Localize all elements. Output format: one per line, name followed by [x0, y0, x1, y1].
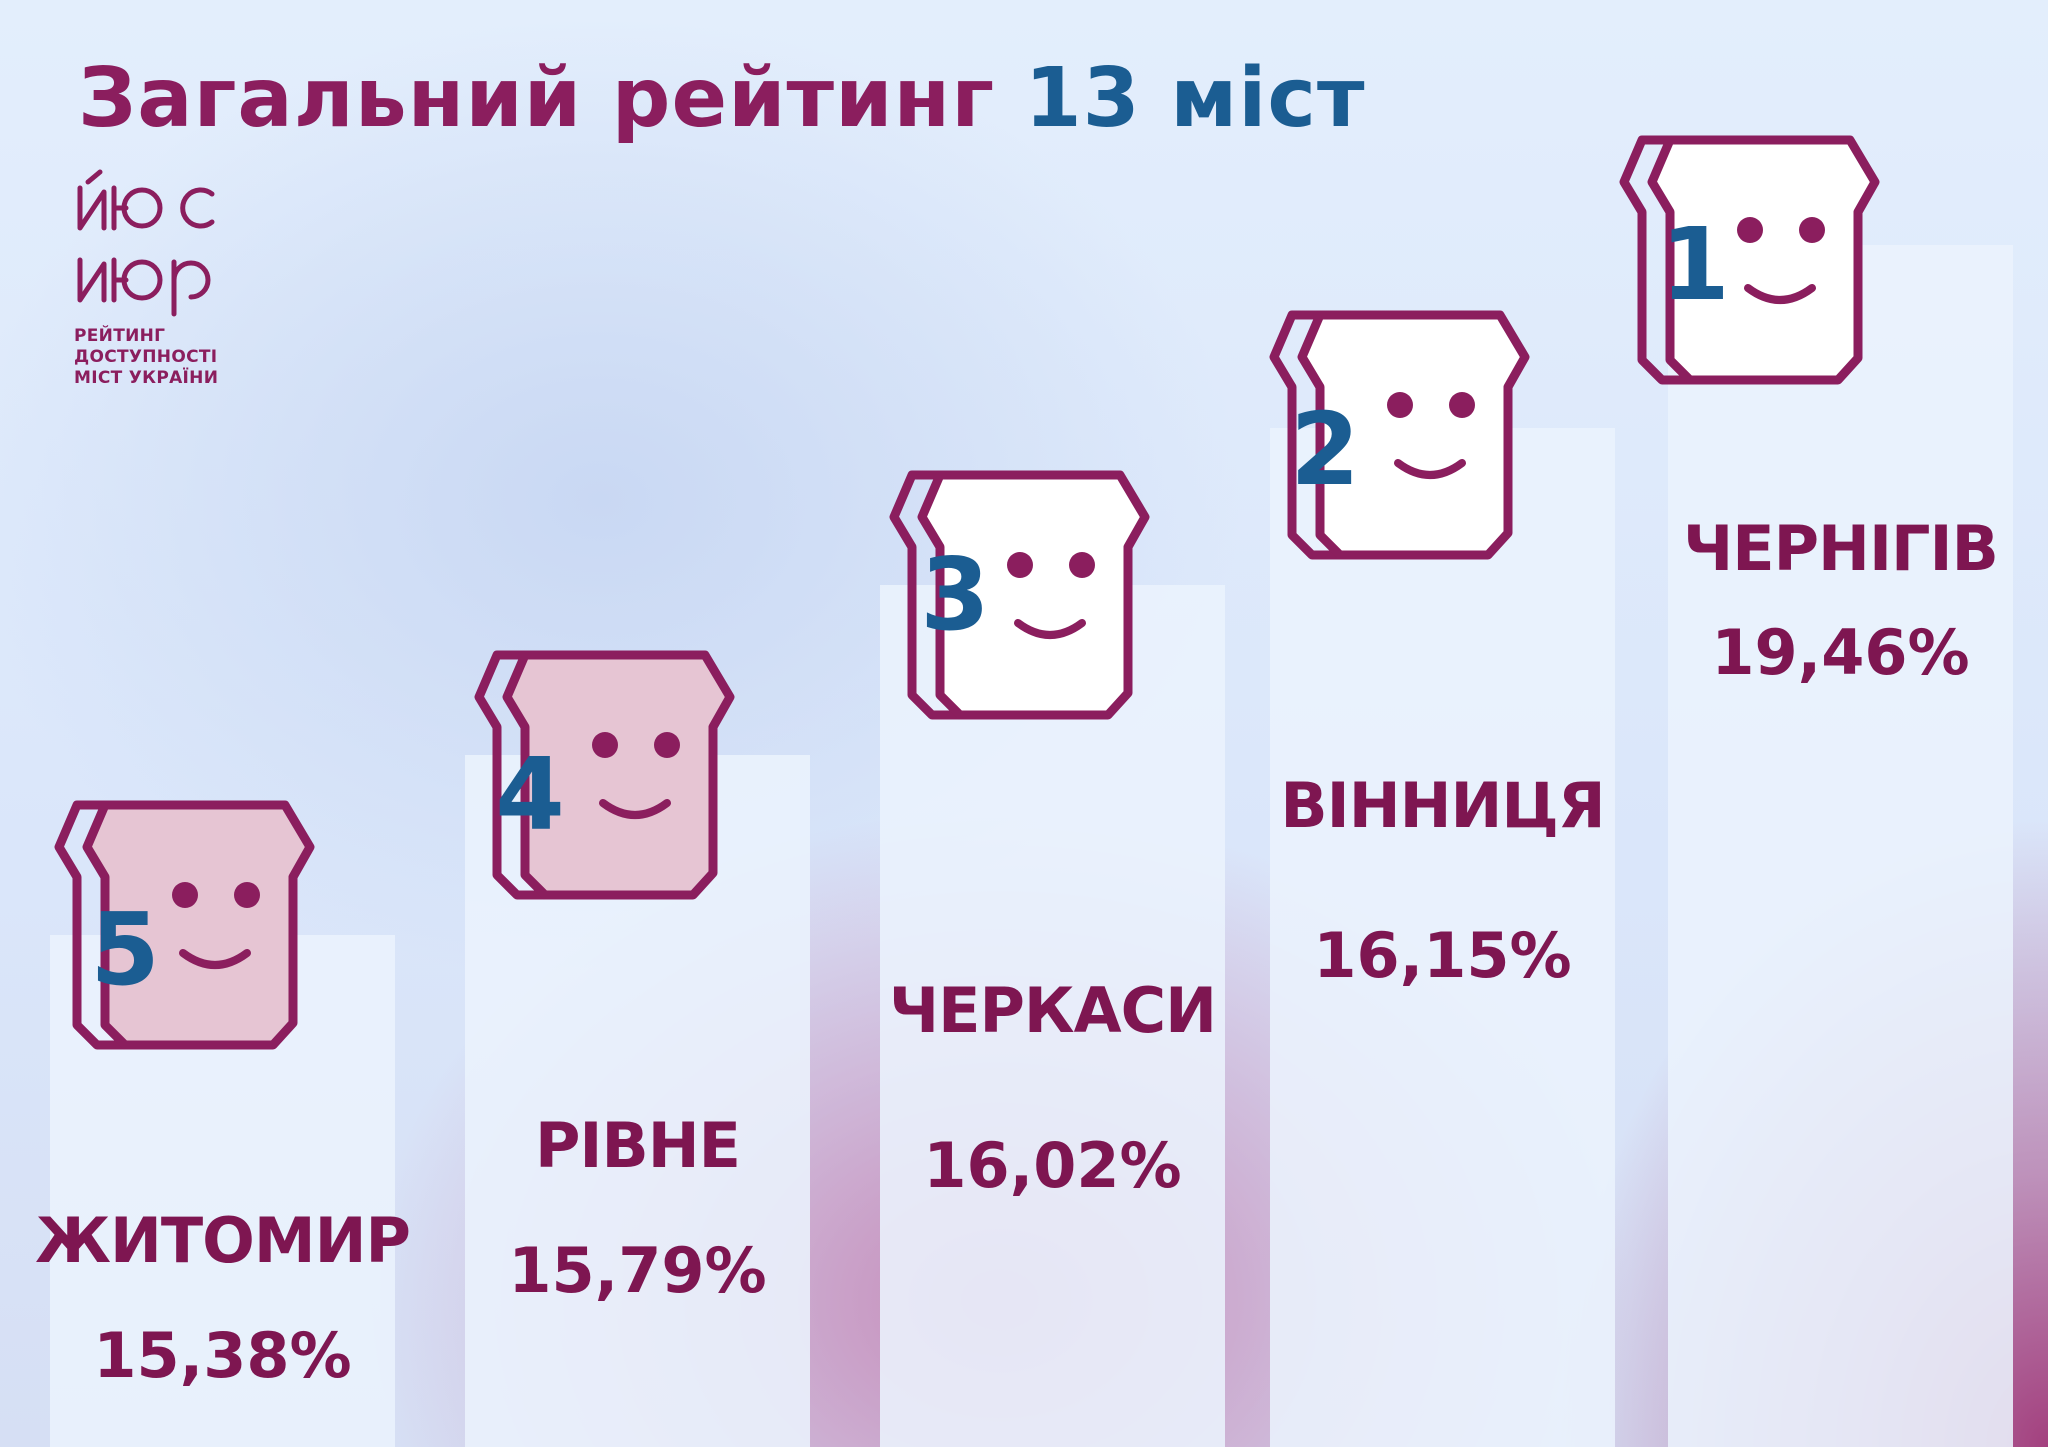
logo-tagline-line: ДОСТУПНОСТІ: [74, 347, 218, 367]
city-percent: 16,15%: [1313, 919, 1572, 992]
toast-face-icon: [1619, 135, 1880, 385]
rank-number: 3: [920, 536, 990, 653]
toast-smile: [1744, 284, 1816, 304]
toast-eye-right: [1799, 217, 1825, 243]
logo: РЕЙТИНГ ДОСТУПНОСТІ МІСТ УКРАЇНИ: [74, 168, 274, 389]
podium-column: [1270, 428, 1615, 1447]
toast-smile: [1394, 459, 1466, 479]
rank-number: 1: [1660, 206, 1730, 323]
city-name: ЖИТОМИР: [35, 1204, 411, 1277]
rank-number: 2: [1290, 391, 1360, 508]
toast-smile: [1014, 619, 1086, 639]
toast-front: [917, 470, 1150, 720]
city-percent: 15,79%: [508, 1234, 767, 1307]
toast-eye-right: [1069, 552, 1095, 578]
toast-front: [82, 800, 315, 1050]
toast-eye-right: [654, 732, 680, 758]
city-percent: 16,02%: [923, 1129, 1182, 1202]
toast-eye-right: [234, 882, 260, 908]
page-title: Загальний рейтинг 13 міст: [78, 58, 1366, 140]
toast-eye-right: [1449, 392, 1475, 418]
logo-mark-icon: [77, 169, 215, 317]
toast-front: [1647, 135, 1880, 385]
toast-eye-left: [172, 882, 198, 908]
toast-eye-left: [1387, 392, 1413, 418]
podium-column: [880, 585, 1225, 1447]
logo-tagline: РЕЙТИНГ ДОСТУПНОСТІ МІСТ УКРАЇНИ: [74, 326, 274, 389]
toast-eye-left: [1737, 217, 1763, 243]
logo-tagline-line: РЕЙТИНГ: [74, 326, 166, 346]
city-percent: 15,38%: [93, 1319, 352, 1392]
city-percent: 19,46%: [1711, 616, 1970, 689]
toast-face-icon: [1269, 310, 1530, 560]
title-count: 13 міст: [1024, 51, 1366, 146]
toast-face-icon: [889, 470, 1150, 720]
rank-number: 4: [495, 736, 565, 853]
logo-tagline-line: МІСТ УКРАЇНИ: [74, 368, 219, 388]
podium-column: [1668, 245, 2013, 1447]
title-main: Загальний рейтинг: [78, 51, 996, 146]
city-name: ЧЕРКАСИ: [889, 974, 1217, 1047]
toast-smile: [179, 949, 251, 969]
toast-front: [1297, 310, 1530, 560]
toast-face-icon: [474, 650, 735, 900]
city-name: ЧЕРНІГІВ: [1683, 512, 1999, 585]
toast-front: [502, 650, 735, 900]
city-name: ВІННИЦЯ: [1280, 769, 1605, 842]
city-name: РІВНЕ: [534, 1109, 741, 1182]
rank-number: 5: [90, 891, 160, 1008]
toast-eye-left: [1007, 552, 1033, 578]
toast-face-icon: [54, 800, 315, 1050]
toast-eye-left: [592, 732, 618, 758]
toast-smile: [599, 799, 671, 819]
